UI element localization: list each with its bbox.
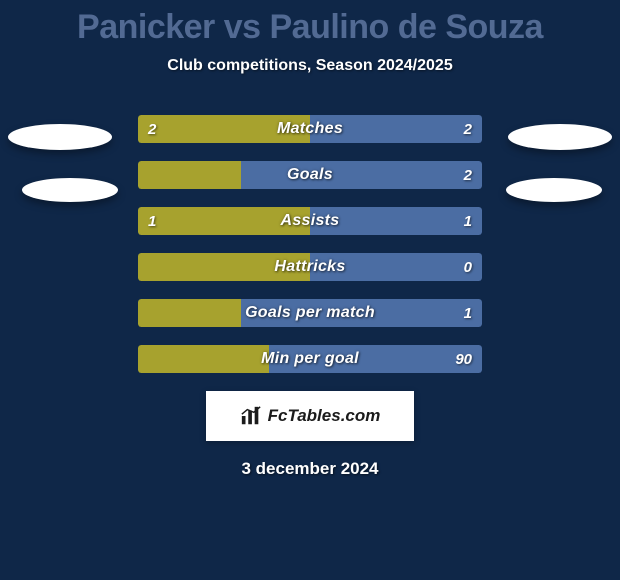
- player-right-ellipse-2: [506, 178, 602, 202]
- stat-row: Hattricks0: [138, 253, 482, 281]
- stat-value-right: 2: [464, 115, 472, 143]
- stat-label: Goals: [138, 161, 482, 189]
- stat-value-right: 1: [464, 299, 472, 327]
- stat-row: Min per goal90: [138, 345, 482, 373]
- fctables-badge: FcTables.com: [206, 391, 414, 441]
- stat-value-right: 2: [464, 161, 472, 189]
- chart-date: 3 december 2024: [0, 459, 620, 479]
- stat-label: Goals per match: [138, 299, 482, 327]
- player-left-ellipse-2: [22, 178, 118, 202]
- stat-value-right: 0: [464, 253, 472, 281]
- stat-row: 2Matches2: [138, 115, 482, 143]
- chart-content: Panicker vs Paulino de Souza Club compet…: [0, 0, 620, 580]
- stat-label: Min per goal: [138, 345, 482, 373]
- stats-container: 2Matches2Goals21Assists1Hattricks0Goals …: [138, 115, 482, 373]
- chart-title: Panicker vs Paulino de Souza: [0, 8, 620, 47]
- badge-text: FcTables.com: [268, 406, 381, 426]
- player-left-ellipse-1: [8, 124, 112, 150]
- stat-row: Goals per match1: [138, 299, 482, 327]
- stat-label: Hattricks: [138, 253, 482, 281]
- chart-subtitle: Club competitions, Season 2024/2025: [0, 57, 620, 75]
- stat-label: Assists: [138, 207, 482, 235]
- chart-bars-icon: [240, 405, 262, 427]
- player-right-ellipse-1: [508, 124, 612, 150]
- stat-value-right: 90: [455, 345, 472, 373]
- stat-row: 1Assists1: [138, 207, 482, 235]
- stat-value-right: 1: [464, 207, 472, 235]
- stat-row: Goals2: [138, 161, 482, 189]
- stat-label: Matches: [138, 115, 482, 143]
